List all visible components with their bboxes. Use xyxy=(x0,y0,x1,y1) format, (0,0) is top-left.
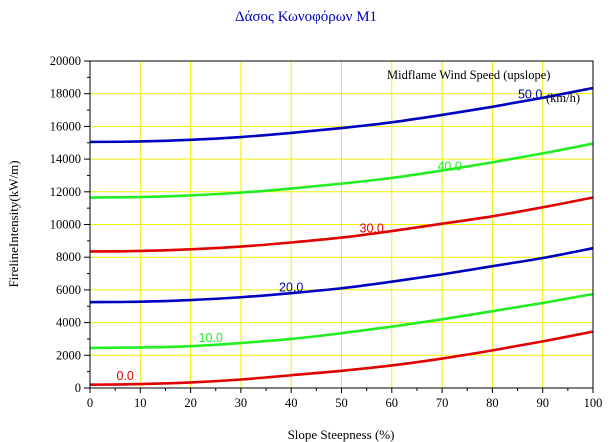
y-tick-label: 8000 xyxy=(56,250,81,264)
x-tick-label: 0 xyxy=(87,396,93,410)
series-labels: 0.0 10.0 20.0 30.0 40.0 50.0 xyxy=(117,88,543,383)
x-tick-label: 70 xyxy=(436,396,449,410)
y-tick-label: 18000 xyxy=(50,87,81,101)
series-label-20-0: 20.0 xyxy=(279,281,303,295)
x-tick-label: 30 xyxy=(235,396,248,410)
x-tick-label: 90 xyxy=(536,396,549,410)
x-tick-label: 50 xyxy=(335,396,348,410)
series-line-40-0 xyxy=(89,142,594,199)
gridlines xyxy=(90,61,593,388)
y-tick-label: 20000 xyxy=(50,54,81,68)
y-tick-label: 14000 xyxy=(50,152,81,166)
series-line-20-0 xyxy=(89,246,594,304)
y-tick-label: 0 xyxy=(75,381,81,395)
series-label-50-0: 50.0 xyxy=(518,88,542,102)
x-tick-label: 60 xyxy=(386,396,399,410)
series-line-0-0 xyxy=(89,330,594,387)
series-label-0-0: 0.0 xyxy=(117,369,134,383)
x-tick-label: 20 xyxy=(184,396,197,410)
series-line-10-0 xyxy=(89,292,594,350)
legend-title: Midflame Wind Speed (upslope) xyxy=(387,68,550,82)
series-label-40-0: 40.0 xyxy=(437,160,461,174)
series-line-30-0 xyxy=(89,196,594,253)
series-curves xyxy=(89,86,594,387)
x-tick-label: 80 xyxy=(486,396,499,410)
y-tick-label: 4000 xyxy=(56,316,81,330)
x-tick-label: 40 xyxy=(285,396,298,410)
unit-label: (km/h) xyxy=(546,91,580,105)
chart-title: Δάσος Κωνοφόρων Μ1 xyxy=(235,9,377,25)
y-tick-label: 2000 xyxy=(56,348,81,362)
x-tick-label: 100 xyxy=(584,396,603,410)
y-tick-label: 6000 xyxy=(56,283,81,297)
y-tick-label: 16000 xyxy=(50,119,81,133)
y-tick-label: 12000 xyxy=(50,185,81,199)
series-label-30-0: 30.0 xyxy=(360,222,384,236)
x-axis-label: Slope Steepness (%) xyxy=(288,427,395,442)
y-axis-label: FirelineIntensity(kW/m) xyxy=(6,160,21,287)
series-label-10-0: 10.0 xyxy=(199,331,223,345)
series-line-50-0 xyxy=(89,86,594,144)
y-tick-label: 10000 xyxy=(50,218,81,232)
x-tick-label: 10 xyxy=(134,396,147,410)
axis-ticks: 0 10 20 30 40 50 60 70 80 90 100 0 2000 4000 6000 8000 1… xyxy=(50,54,603,410)
